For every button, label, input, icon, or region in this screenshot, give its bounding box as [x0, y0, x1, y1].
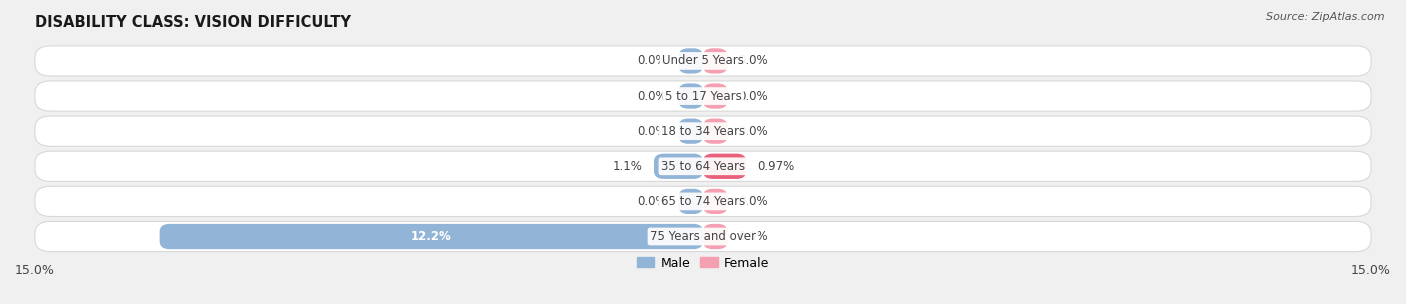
- Text: DISABILITY CLASS: VISION DIFFICULTY: DISABILITY CLASS: VISION DIFFICULTY: [35, 15, 352, 30]
- Text: 1.1%: 1.1%: [613, 160, 643, 173]
- Text: 35 to 64 Years: 35 to 64 Years: [661, 160, 745, 173]
- FancyBboxPatch shape: [35, 186, 1371, 216]
- FancyBboxPatch shape: [35, 81, 1371, 111]
- Text: 0.0%: 0.0%: [738, 90, 768, 102]
- FancyBboxPatch shape: [160, 224, 703, 249]
- Text: Under 5 Years: Under 5 Years: [662, 54, 744, 67]
- FancyBboxPatch shape: [35, 221, 1371, 252]
- FancyBboxPatch shape: [679, 83, 703, 109]
- FancyBboxPatch shape: [703, 119, 727, 144]
- Text: 0.0%: 0.0%: [638, 195, 668, 208]
- Text: 0.0%: 0.0%: [738, 195, 768, 208]
- FancyBboxPatch shape: [35, 46, 1371, 76]
- Text: 0.97%: 0.97%: [758, 160, 794, 173]
- Text: 75 Years and over: 75 Years and over: [650, 230, 756, 243]
- Text: 0.0%: 0.0%: [638, 125, 668, 138]
- Text: 0.0%: 0.0%: [738, 230, 768, 243]
- FancyBboxPatch shape: [35, 151, 1371, 181]
- FancyBboxPatch shape: [679, 119, 703, 144]
- Text: 0.0%: 0.0%: [738, 125, 768, 138]
- Text: Source: ZipAtlas.com: Source: ZipAtlas.com: [1267, 12, 1385, 22]
- Text: 0.0%: 0.0%: [738, 54, 768, 67]
- FancyBboxPatch shape: [679, 48, 703, 74]
- FancyBboxPatch shape: [703, 224, 727, 249]
- FancyBboxPatch shape: [703, 189, 727, 214]
- Text: 0.0%: 0.0%: [638, 90, 668, 102]
- FancyBboxPatch shape: [679, 189, 703, 214]
- FancyBboxPatch shape: [703, 83, 727, 109]
- FancyBboxPatch shape: [35, 116, 1371, 146]
- Text: 65 to 74 Years: 65 to 74 Years: [661, 195, 745, 208]
- Text: 0.0%: 0.0%: [638, 54, 668, 67]
- Legend: Male, Female: Male, Female: [637, 257, 769, 270]
- Text: 5 to 17 Years: 5 to 17 Years: [665, 90, 741, 102]
- FancyBboxPatch shape: [703, 154, 747, 179]
- FancyBboxPatch shape: [654, 154, 703, 179]
- Text: 18 to 34 Years: 18 to 34 Years: [661, 125, 745, 138]
- FancyBboxPatch shape: [703, 48, 727, 74]
- Text: 12.2%: 12.2%: [411, 230, 451, 243]
